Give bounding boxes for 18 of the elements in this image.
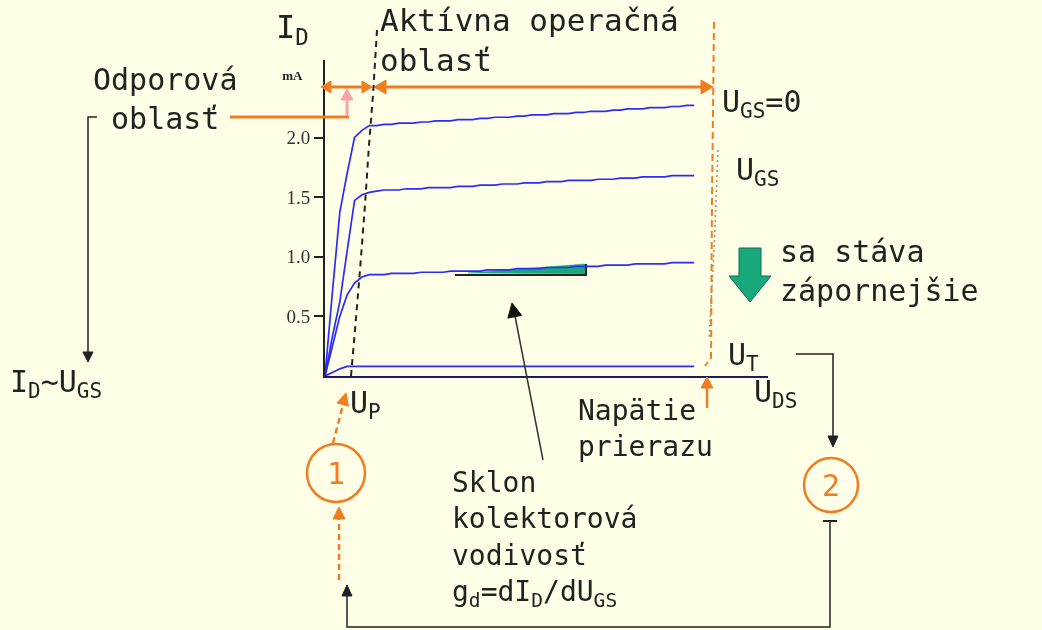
y-tick-label: 0.5	[286, 306, 311, 328]
series-label: U$_{T}$	[728, 337, 760, 377]
y-tick-label: 2.0	[286, 127, 311, 149]
y-tick-label: 1.0	[286, 246, 311, 268]
text: sa stáva zápornejšie	[780, 234, 979, 308]
text: Odporová oblasť	[93, 62, 238, 136]
text: 1	[327, 456, 346, 491]
series-label: U$_{GS}$	[736, 152, 780, 192]
y-axis-title: I$_{D}$ mA	[276, 8, 309, 83]
y-tick-label: 1.5	[286, 186, 311, 208]
text: Sklon kolektorová vodivosť g$_{d}$=dI$_{D}$/dU$_{GS}$	[452, 466, 638, 613]
series-label: U$_{GS}$=0	[722, 84, 802, 124]
x-axis-title: U$_{DS}$	[754, 374, 798, 414]
text: I$_{D}$~U$_{GS}$	[10, 364, 103, 404]
text: 2	[822, 468, 841, 503]
text: U$_{P}$	[350, 385, 381, 425]
annotation: Aktívna operačná oblasť	[380, 2, 679, 79]
text: Napätie prierazu	[578, 394, 713, 464]
